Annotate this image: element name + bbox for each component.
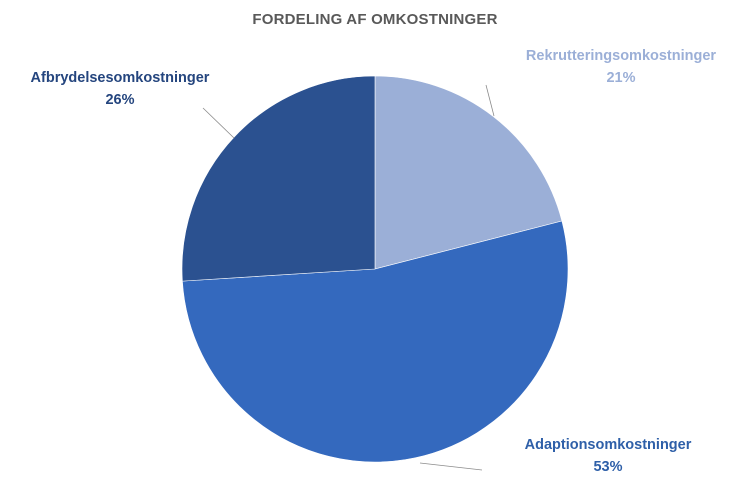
slice-value-adaptionsomkostninger: 53%: [593, 459, 622, 475]
leader-lines: [202, 84, 495, 471]
pie-slice-adaptionsomkostninger: [182, 220, 569, 463]
leader-line-adaptionsomkostninger: [419, 462, 483, 471]
slice-value-rekrutteringsomkostninger: 21%: [606, 70, 635, 86]
slice-label-adaptionsomkostninger: Adaptionsomkostninger: [525, 437, 692, 453]
slice-labels: Rekrutteringsomkostninger 21% Adaptionsomk…: [31, 48, 717, 475]
leader-line-rekrutteringsomkostninger: [485, 84, 495, 117]
pie-slice-afbrydelsesomkostninger: [181, 75, 376, 282]
slice-value-afbrydelsesomkostninger: 26%: [105, 92, 134, 108]
pie-slices: [181, 75, 569, 463]
leader-line-afbrydelsesomkostninger: [202, 107, 235, 139]
slice-label-rekrutteringsomkostninger: Rekrutteringsomkostninger: [526, 48, 716, 64]
pie-slice-rekrutteringsomkostninger: [374, 75, 563, 270]
slice-label-afbrydelsesomkostninger: Afbrydelsesomkostninger: [31, 70, 210, 86]
chart-title: FORDELING AF OMKOSTNINGER: [252, 11, 497, 28]
